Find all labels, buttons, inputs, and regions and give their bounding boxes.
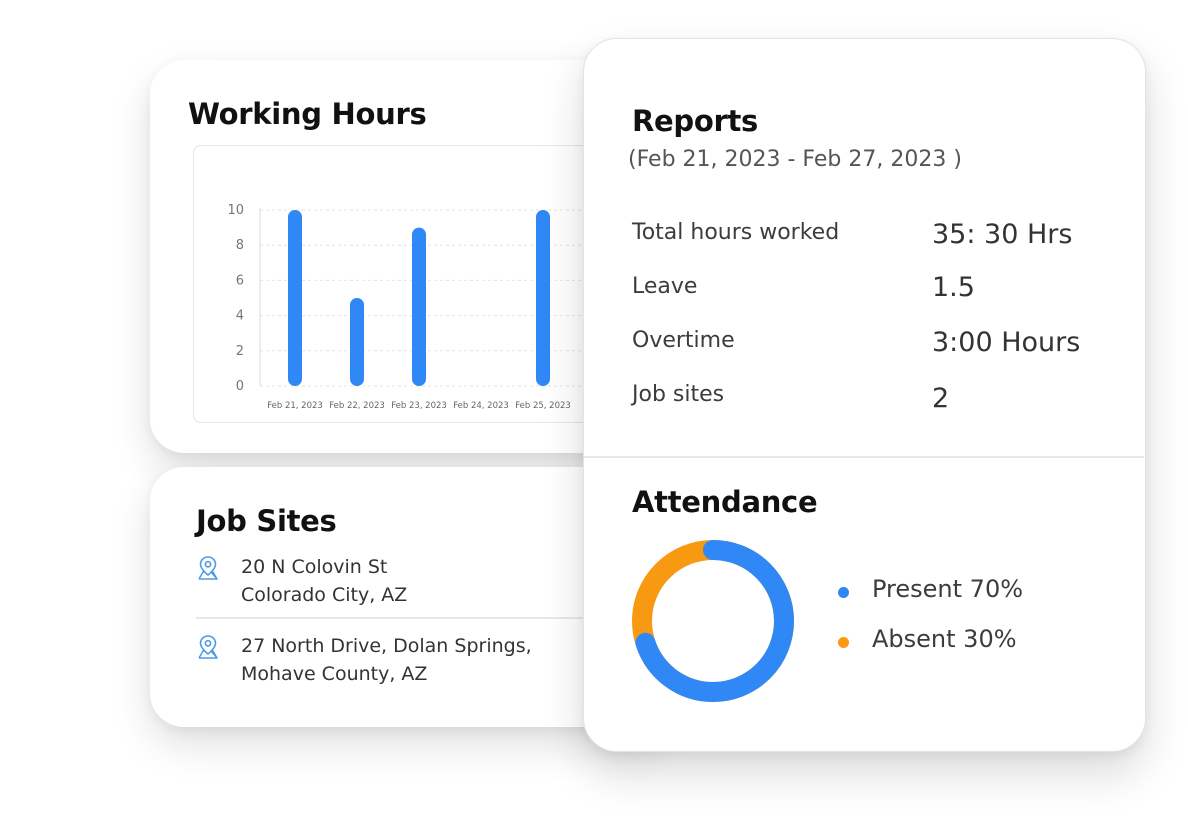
stat-label-overtime: Overtime: [632, 328, 735, 353]
job-site-address: 20 N Colovin St Colorado City, AZ: [241, 556, 408, 606]
bar[interactable]: [536, 210, 550, 386]
y-tick-label: 8: [236, 238, 244, 253]
stat-label-total-hours: Total hours worked: [632, 220, 840, 245]
y-tick-label: 6: [236, 273, 244, 288]
stat-value-total-hours: 35: 30 Hrs: [932, 219, 1073, 250]
job-sites-divider: [196, 617, 596, 619]
reports-title: Reports: [632, 104, 759, 138]
donut-segment-present: [632, 540, 794, 702]
legend-dot-present: [838, 587, 849, 598]
legend-dot-absent: [838, 637, 849, 648]
x-tick-label: Feb 24, 2023: [453, 401, 509, 411]
legend-label-absent: Absent 30%: [872, 625, 1017, 653]
x-tick-label: Feb 23, 2023: [391, 401, 447, 411]
stat-value-leave: 1.5: [932, 272, 975, 303]
working-hours-chart-svg: 0 2 4 6 8 10 Feb 21, 2023 Feb 22, 2023 Feb 23, 2…: [227, 203, 694, 411]
working-hours-chart: 0 2 4 6 8 10 Feb 21, 2023 Feb 22, 2023 Feb 23, 2…: [193, 145, 694, 423]
reports-divider: [584, 456, 1144, 458]
job-site-item[interactable]: 27 North Drive, Dolan Springs, Mohave Co…: [196, 632, 576, 692]
attendance-donut-chart: [632, 540, 794, 702]
y-tick-label: 0: [236, 379, 244, 394]
reports-card: Reports (Feb 21, 2023 - Feb 27, 2023 ) T…: [583, 38, 1146, 752]
job-site-item[interactable]: 20 N Colovin St Colorado City, AZ: [196, 553, 576, 613]
stat-value-overtime: 3:00 Hours: [932, 327, 1081, 358]
x-tick-label: Feb 21, 2023: [267, 401, 323, 411]
job-sites-title: Job Sites: [196, 504, 337, 538]
bar[interactable]: [412, 227, 426, 386]
legend-label-present: Present 70%: [872, 575, 1024, 603]
reports-date-range: (Feb 21, 2023 - Feb 27, 2023 ): [628, 147, 962, 172]
map-pin-icon: [196, 555, 220, 589]
stat-value-job-sites: 2: [932, 383, 950, 414]
stat-label-leave: Leave: [632, 274, 698, 299]
bar[interactable]: [288, 210, 302, 386]
x-tick-label: Feb 25, 2023: [515, 401, 571, 411]
job-site-address: 27 North Drive, Dolan Springs, Mohave Co…: [241, 635, 532, 685]
y-tick-label: 4: [236, 309, 244, 324]
attendance-title: Attendance: [632, 485, 818, 519]
y-tick-label: 2: [236, 344, 244, 359]
working-hours-title: Working Hours: [188, 97, 427, 131]
bar[interactable]: [350, 298, 364, 386]
stat-label-job-sites: Job sites: [632, 382, 725, 407]
x-tick-label: Feb 22, 2023: [329, 401, 385, 411]
map-pin-icon: [196, 634, 220, 668]
y-tick-label: 10: [227, 203, 244, 218]
